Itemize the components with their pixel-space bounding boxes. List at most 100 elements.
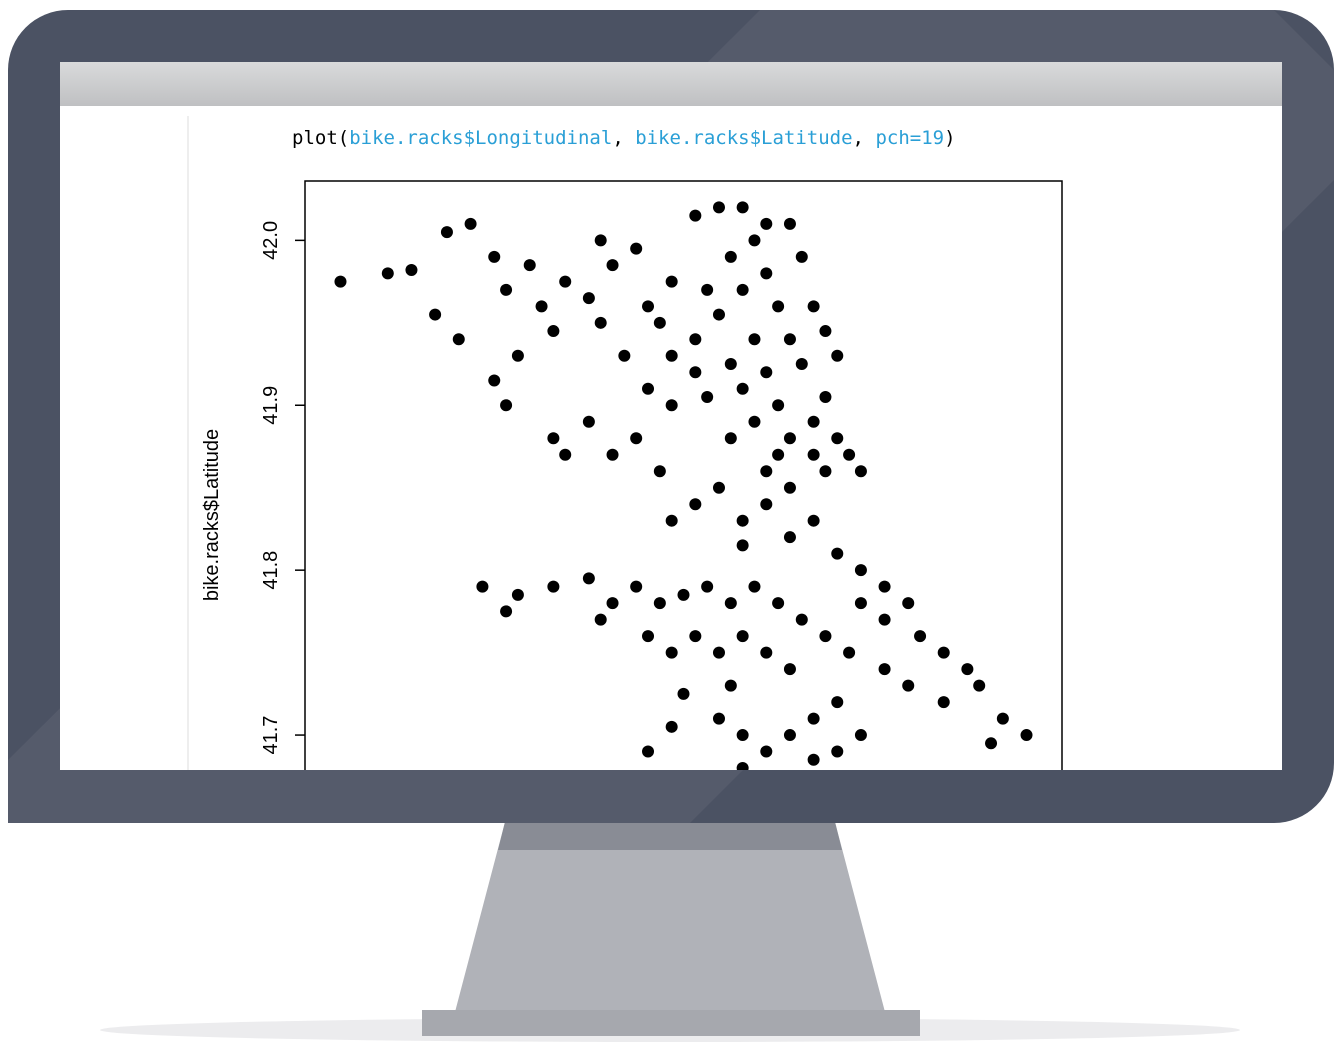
point bbox=[772, 448, 785, 461]
point bbox=[807, 300, 820, 313]
point bbox=[996, 712, 1009, 725]
point bbox=[878, 663, 891, 676]
point bbox=[689, 498, 702, 511]
plot-frame bbox=[304, 180, 1063, 770]
plot: bike.racks$Latitude 41.7 41.8 41.9 42.0 bbox=[201, 180, 1063, 770]
point bbox=[606, 597, 619, 610]
code-token: bike.racks$Longitudinal bbox=[349, 127, 612, 149]
point bbox=[594, 234, 607, 247]
code-token: , bbox=[612, 127, 635, 149]
stand-neck bbox=[498, 822, 842, 850]
point bbox=[748, 234, 761, 247]
point bbox=[772, 300, 785, 313]
point bbox=[783, 729, 796, 742]
point bbox=[760, 498, 773, 511]
point bbox=[854, 597, 867, 610]
point bbox=[760, 366, 773, 379]
point bbox=[748, 333, 761, 346]
point bbox=[523, 259, 536, 272]
code-token: pch=19 bbox=[875, 127, 944, 149]
point bbox=[653, 597, 666, 610]
point bbox=[642, 300, 655, 313]
point bbox=[902, 679, 915, 692]
point bbox=[642, 382, 655, 395]
point bbox=[712, 712, 725, 725]
point bbox=[618, 349, 631, 362]
point bbox=[736, 762, 749, 770]
point bbox=[878, 580, 891, 593]
point bbox=[878, 613, 891, 626]
point bbox=[736, 630, 749, 643]
point bbox=[630, 580, 643, 593]
point bbox=[807, 753, 820, 766]
y-tick-label: 41.8 bbox=[260, 551, 282, 590]
point bbox=[405, 264, 418, 277]
point bbox=[464, 217, 477, 230]
code-token: bike.racks$Latitude bbox=[635, 127, 852, 149]
point bbox=[677, 588, 690, 601]
point bbox=[642, 745, 655, 758]
point bbox=[535, 300, 548, 313]
y-tick-label: 42.0 bbox=[260, 221, 282, 260]
code-token: ) bbox=[944, 127, 955, 149]
point bbox=[630, 432, 643, 445]
point bbox=[819, 325, 832, 338]
point bbox=[500, 399, 513, 412]
point bbox=[760, 217, 773, 230]
point bbox=[961, 663, 974, 676]
point bbox=[736, 201, 749, 214]
point bbox=[689, 209, 702, 222]
point bbox=[582, 292, 595, 305]
point bbox=[559, 448, 572, 461]
point bbox=[701, 391, 714, 404]
point bbox=[381, 267, 394, 280]
point bbox=[783, 217, 796, 230]
point bbox=[760, 646, 773, 659]
point bbox=[783, 333, 796, 346]
point bbox=[665, 275, 678, 288]
point bbox=[831, 745, 844, 758]
y-tick-label: 41.9 bbox=[260, 386, 282, 425]
point bbox=[606, 259, 619, 272]
point bbox=[712, 201, 725, 214]
point bbox=[795, 613, 808, 626]
point bbox=[630, 242, 643, 255]
code-line: plot(bike.racks$Longitudinal, bike.racks… bbox=[292, 127, 956, 149]
point bbox=[642, 630, 655, 643]
point bbox=[795, 250, 808, 263]
point bbox=[1020, 729, 1033, 742]
point bbox=[748, 580, 761, 593]
point bbox=[843, 448, 856, 461]
point bbox=[973, 679, 986, 692]
point bbox=[689, 333, 702, 346]
point bbox=[783, 531, 796, 544]
point bbox=[594, 316, 607, 329]
point bbox=[783, 663, 796, 676]
point bbox=[606, 448, 619, 461]
point bbox=[511, 349, 524, 362]
point bbox=[724, 432, 737, 445]
point bbox=[547, 432, 560, 445]
y-axis-label: bike.racks$Latitude bbox=[201, 429, 223, 601]
point bbox=[736, 283, 749, 296]
point bbox=[783, 481, 796, 494]
point bbox=[653, 316, 666, 329]
stand bbox=[455, 822, 885, 1012]
point bbox=[724, 358, 737, 371]
point bbox=[547, 325, 560, 338]
point bbox=[807, 712, 820, 725]
point bbox=[937, 646, 950, 659]
point bbox=[831, 696, 844, 709]
point bbox=[819, 630, 832, 643]
point bbox=[559, 275, 572, 288]
point bbox=[594, 613, 607, 626]
point bbox=[854, 564, 867, 577]
point bbox=[653, 465, 666, 478]
point bbox=[665, 514, 678, 527]
point bbox=[831, 547, 844, 560]
screen bbox=[60, 62, 1282, 770]
point bbox=[937, 696, 950, 709]
point bbox=[783, 432, 796, 445]
point bbox=[724, 597, 737, 610]
